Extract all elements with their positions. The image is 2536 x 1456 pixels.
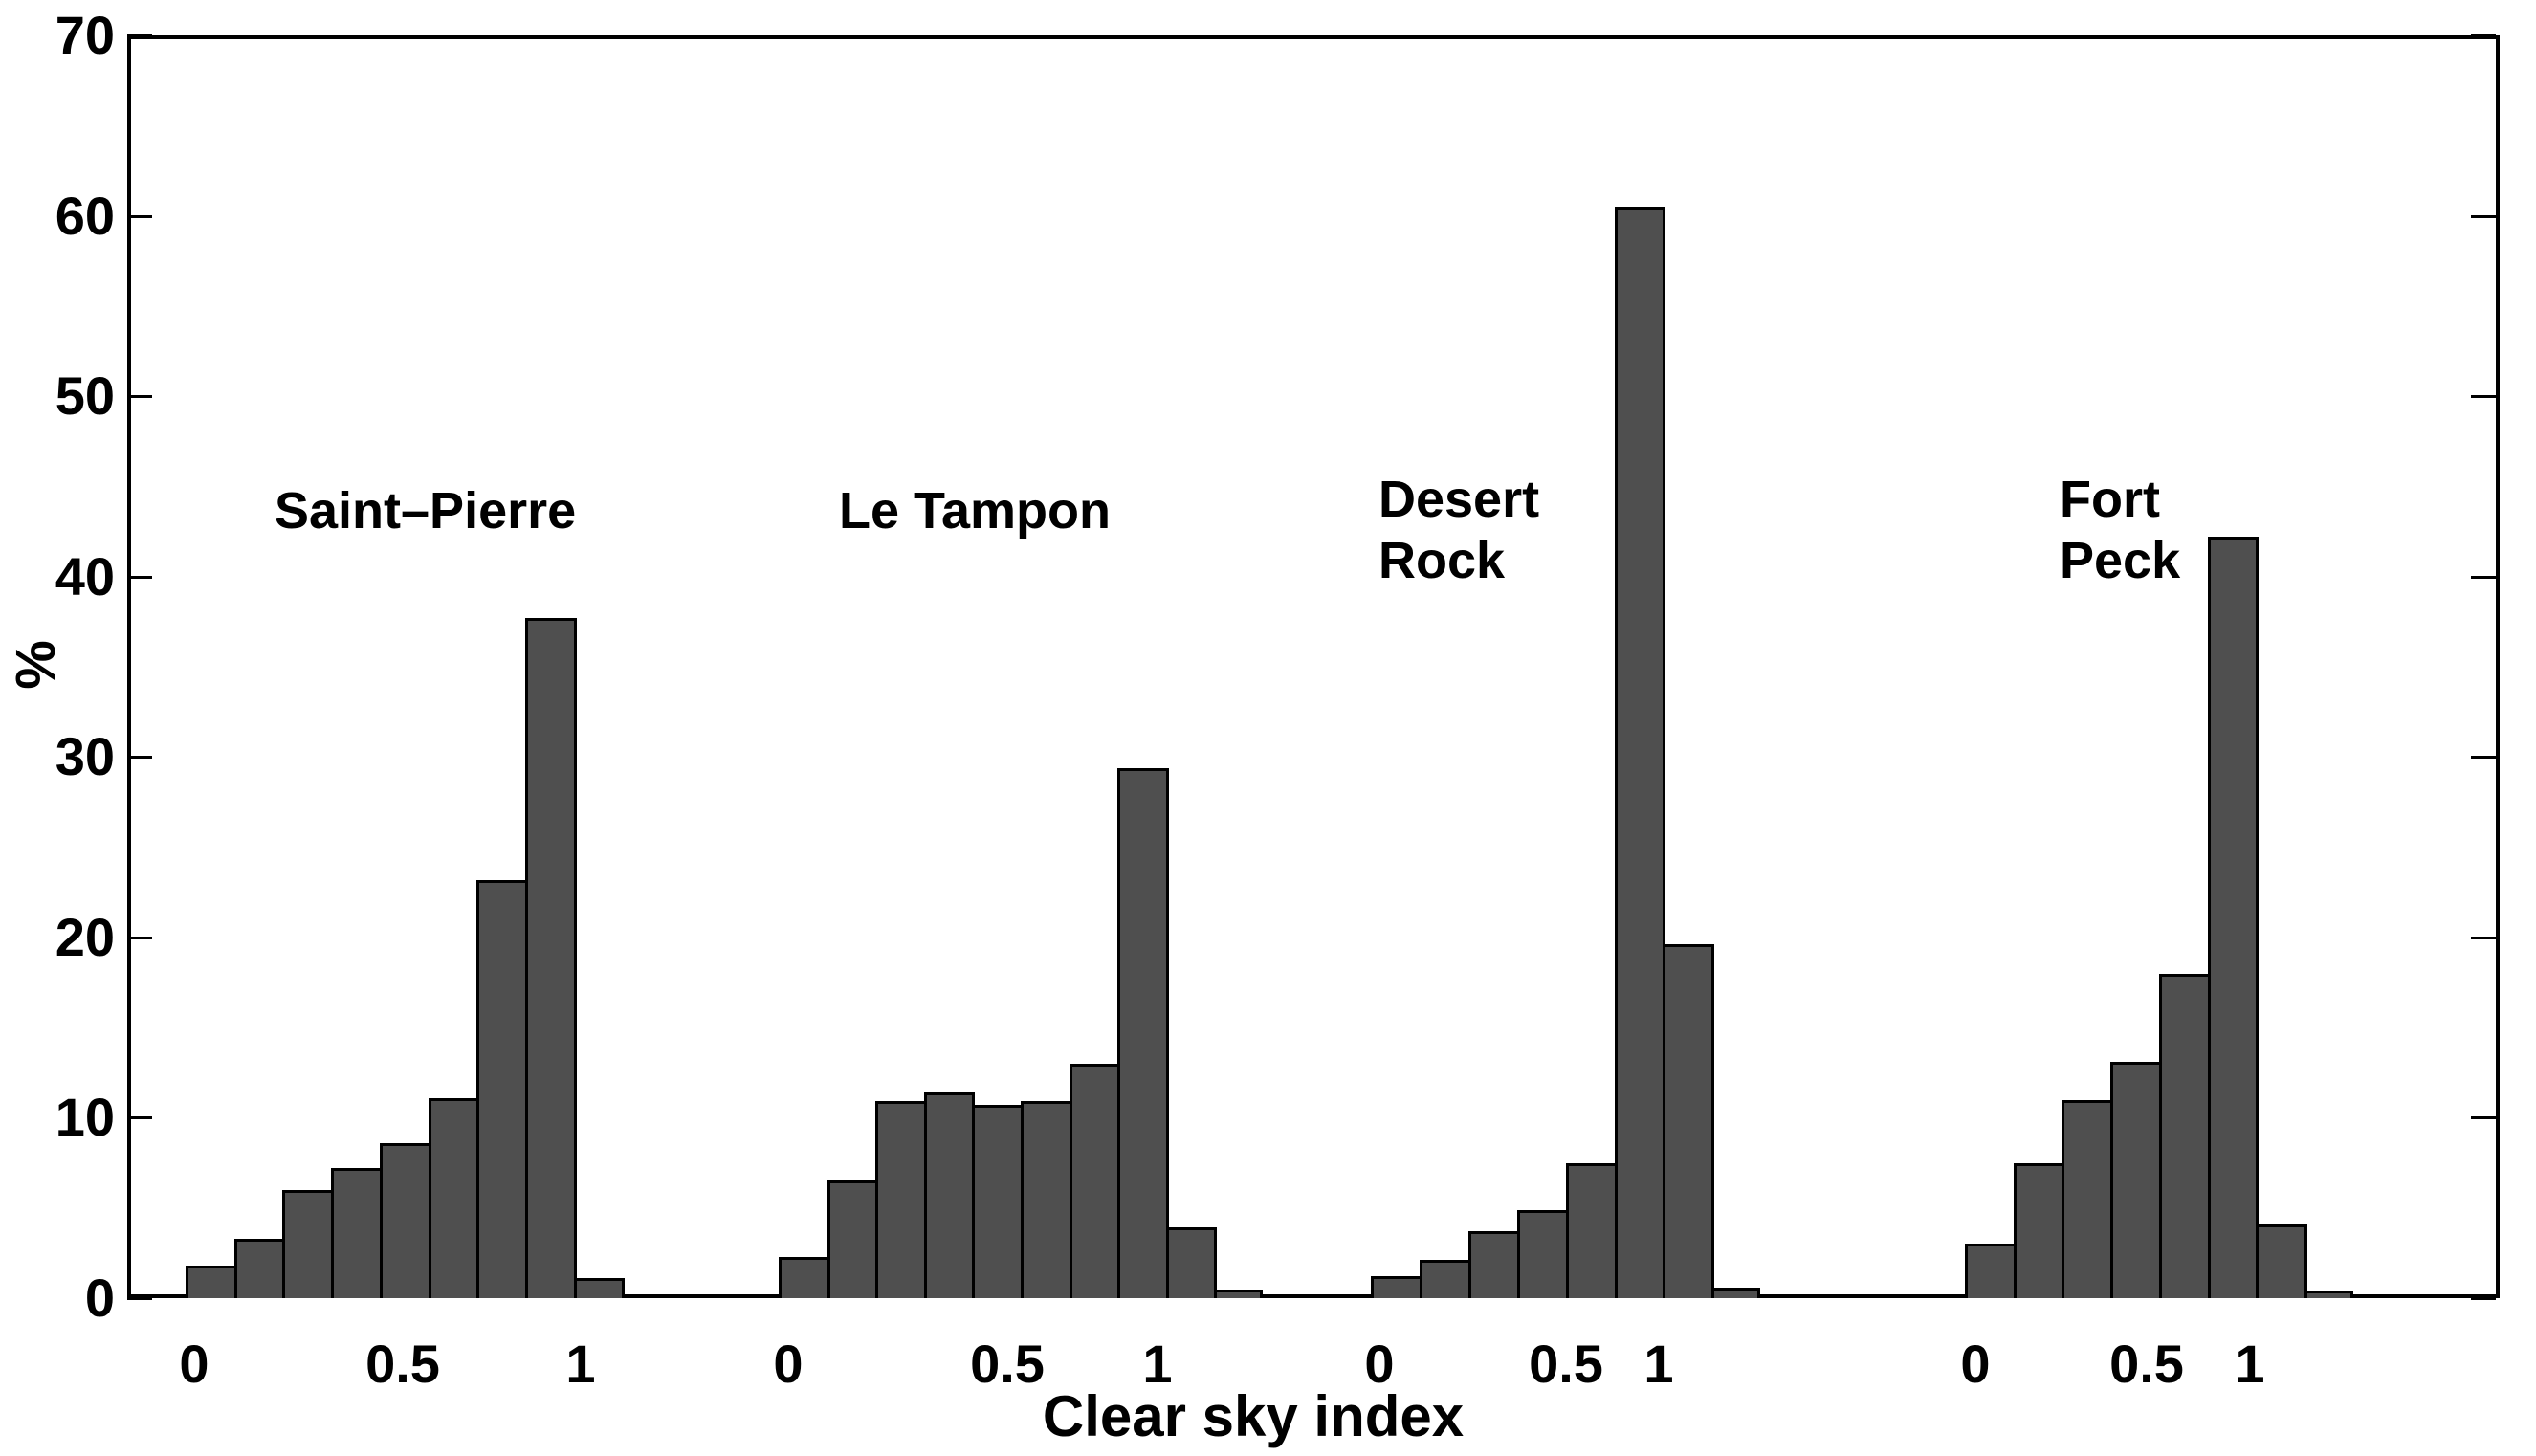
histogram-bar <box>1371 1276 1422 1298</box>
y-axis-tick <box>127 1116 152 1119</box>
y-axis-tick <box>127 937 152 939</box>
y-axis-tick-right <box>2471 937 2496 939</box>
histogram-bar <box>1965 1244 2017 1298</box>
y-axis-tick-right <box>2471 1297 2496 1300</box>
histogram-bar <box>2062 1100 2113 1298</box>
histogram-bar <box>1517 1210 1569 1298</box>
histogram-bar <box>2256 1224 2307 1298</box>
panel-title: Peck <box>2060 532 2181 589</box>
panel-title: Fort <box>2060 471 2160 528</box>
x-axis-label: Clear sky index <box>1042 1384 1465 1448</box>
y-tick-label: 60 <box>55 186 115 246</box>
y-axis-tick-right <box>2471 1116 2496 1119</box>
x-tick-label: 1 <box>565 1334 596 1394</box>
x-tick-label: 1 <box>2235 1334 2265 1394</box>
histogram-bar <box>574 1278 625 1298</box>
histogram-bar <box>331 1168 383 1298</box>
panel-title: Saint–Pierre <box>275 482 577 540</box>
histogram-bar <box>1615 207 1665 1298</box>
y-tick-label: 0 <box>84 1268 115 1328</box>
x-tick-label: 1 <box>1643 1334 1674 1394</box>
histogram-bar <box>2014 1163 2064 1298</box>
histogram-bar <box>282 1190 334 1298</box>
y-tick-label: 20 <box>55 907 115 967</box>
histogram-bar <box>2110 1062 2162 1298</box>
histogram-bar <box>875 1101 927 1298</box>
y-axis-tick-right <box>2471 215 2496 218</box>
x-tick-label: 0 <box>773 1334 804 1394</box>
histogram-bar <box>380 1143 431 1298</box>
x-tick-label: 1 <box>1142 1334 1173 1394</box>
histogram-bar <box>429 1098 479 1298</box>
histogram-bar <box>1070 1064 1120 1298</box>
histogram-bar <box>2304 1291 2353 1298</box>
y-tick-label: 10 <box>55 1087 115 1147</box>
histogram-bar <box>1021 1101 1072 1298</box>
y-tick-label: 30 <box>55 726 115 786</box>
y-axis-tick <box>127 395 152 398</box>
y-tick-label: 70 <box>55 5 115 65</box>
y-tick-label: 40 <box>55 546 115 607</box>
histogram-bar <box>525 618 577 1298</box>
histogram-bar <box>234 1239 285 1298</box>
x-tick-label: 0.5 <box>1529 1334 1603 1394</box>
x-tick-label: 0 <box>1960 1334 1991 1394</box>
histogram-bar <box>1566 1163 1618 1298</box>
histogram-bar <box>2159 974 2211 1298</box>
y-axis-tick-right <box>2471 756 2496 759</box>
histogram-bar <box>779 1257 830 1298</box>
y-axis-tick <box>127 34 152 37</box>
histogram-bar <box>827 1180 878 1298</box>
y-axis-tick <box>127 576 152 579</box>
histogram-bar <box>924 1092 975 1298</box>
y-axis-tick <box>127 756 152 759</box>
y-axis-tick-right <box>2471 576 2496 579</box>
y-tick-label: 50 <box>55 365 115 426</box>
x-tick-label: 0.5 <box>2109 1334 2184 1394</box>
histogram-bar <box>1663 944 1714 1298</box>
histogram-bar <box>2208 537 2259 1298</box>
histogram-bar <box>476 880 528 1298</box>
histogram-bar <box>1214 1290 1263 1298</box>
x-tick-label: 0.5 <box>970 1334 1045 1394</box>
y-axis-tick <box>127 215 152 218</box>
panel-title: Rock <box>1378 532 1506 589</box>
x-tick-label: 0.5 <box>365 1334 440 1394</box>
histogram-bar <box>972 1105 1024 1298</box>
panel-title: Desert <box>1378 471 1540 528</box>
histogram-bar <box>622 1295 671 1298</box>
y-axis-tick-right <box>2471 395 2496 398</box>
histogram-bar <box>1420 1260 1471 1298</box>
histogram-bar <box>1117 768 1169 1298</box>
y-axis-tick-right <box>2471 34 2496 37</box>
x-tick-label: 0 <box>1364 1334 1395 1394</box>
panel-title: Le Tampon <box>839 482 1112 540</box>
histogram-bar <box>1468 1231 1520 1298</box>
histogram-bar <box>186 1266 237 1298</box>
histogram-bar <box>1711 1288 1760 1298</box>
y-axis-label: % <box>4 640 67 690</box>
histogram-bar <box>1166 1227 1217 1298</box>
y-axis-tick <box>127 1297 152 1300</box>
x-tick-label: 0 <box>179 1334 209 1394</box>
